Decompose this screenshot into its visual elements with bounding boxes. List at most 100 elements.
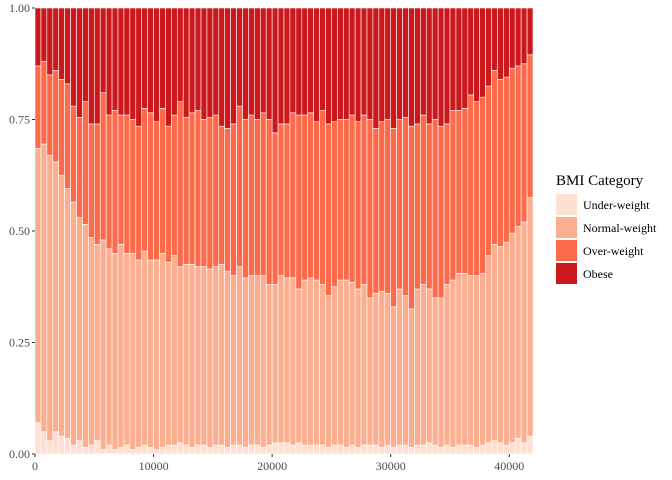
bar-over-weight-20: [153, 121, 160, 261]
bar-normal-weight-66: [425, 288, 433, 444]
x-axis: 0 10000 20000 30000 40000: [32, 454, 524, 473]
bar-normal-weight-33: [230, 275, 237, 446]
bar-obese-42: [283, 7, 291, 125]
bar-normal-weight-46: [307, 277, 314, 446]
bar-obese-30: [212, 7, 220, 116]
bar-under-weight-8: [82, 447, 89, 455]
bar-under-weight-73: [467, 444, 475, 455]
bar-obese-4: [58, 7, 65, 80]
bar-normal-weight-48: [319, 284, 326, 446]
bar-over-weight-60: [390, 128, 397, 308]
bar-normal-weight-13: [111, 253, 119, 450]
bar-obese-70: [449, 7, 457, 111]
bar-over-weight-21: [159, 108, 166, 254]
bar-over-weight-25: [182, 116, 190, 265]
bar-over-weight-26: [188, 112, 196, 265]
bar-normal-weight-51: [337, 279, 344, 446]
bar-obese-82: [520, 7, 528, 65]
bar-normal-weight-42: [283, 277, 291, 444]
bar-obese-0: [34, 7, 42, 67]
bar-under-weight-7: [76, 440, 83, 455]
bar-normal-weight-25: [182, 264, 190, 446]
bar-over-weight-40: [271, 132, 279, 285]
bar-obese-1: [40, 7, 48, 62]
bar-under-weight-64: [414, 444, 421, 455]
bar-normal-weight-77: [491, 244, 498, 441]
bar-under-weight-66: [425, 442, 433, 455]
bar-obese-45: [301, 7, 309, 116]
bar-over-weight-3: [52, 70, 60, 163]
bar-obese-29: [206, 7, 214, 118]
bar-normal-weight-76: [485, 255, 492, 444]
bar-over-weight-75: [479, 96, 486, 274]
bar-normal-weight-57: [372, 293, 380, 446]
bar-under-weight-33: [230, 444, 237, 455]
bar-normal-weight-69: [443, 284, 451, 446]
legend-label: Over-weight: [583, 244, 644, 258]
bar-under-weight-80: [508, 442, 516, 455]
bar-over-weight-5: [64, 83, 71, 189]
bar-under-weight-57: [372, 444, 380, 455]
bar-under-weight-51: [337, 444, 344, 455]
bar-obese-13: [111, 7, 119, 111]
bar-obese-76: [485, 7, 492, 87]
bar-under-weight-18: [141, 444, 148, 455]
bar-normal-weight-41: [277, 275, 285, 444]
bar-over-weight-68: [437, 125, 445, 299]
bar-over-weight-44: [295, 114, 303, 290]
bar-under-weight-30: [212, 444, 220, 455]
bar-over-weight-6: [70, 105, 77, 203]
bar-obese-48: [319, 7, 326, 111]
legend-label: Obese: [583, 267, 613, 281]
bar-normal-weight-22: [165, 261, 172, 446]
bar-obese-19: [147, 7, 154, 114]
bar-over-weight-32: [224, 128, 231, 272]
bar-over-weight-55: [360, 114, 368, 285]
bar-over-weight-27: [194, 110, 202, 267]
bar-obese-51: [337, 7, 344, 120]
bar-over-weight-52: [342, 119, 350, 281]
bar-under-weight-35: [242, 447, 249, 455]
bar-under-weight-6: [70, 444, 77, 455]
bar-under-weight-4: [58, 435, 65, 455]
bar-normal-weight-81: [514, 226, 522, 439]
bar-normal-weight-14: [117, 244, 125, 448]
bar-over-weight-30: [212, 114, 220, 267]
bar-obese-49: [325, 7, 332, 125]
bar-over-weight-11: [99, 92, 107, 241]
bar-under-weight-77: [491, 440, 498, 455]
bar-normal-weight-29: [206, 268, 214, 448]
bar-under-weight-48: [319, 444, 326, 455]
bar-obese-65: [420, 7, 427, 116]
bar-obese-41: [277, 7, 285, 125]
bar-over-weight-57: [372, 128, 380, 294]
bar-under-weight-24: [176, 442, 184, 455]
y-axis: 0.00 0.25 0.50 0.75 1.00: [9, 1, 35, 461]
bar-normal-weight-9: [88, 237, 95, 446]
bar-over-weight-36: [248, 114, 255, 276]
bar-over-weight-4: [58, 79, 65, 176]
bar-normal-weight-31: [218, 264, 226, 446]
bar-obese-53: [348, 7, 356, 116]
bar-obese-64: [414, 7, 421, 125]
bar-over-weight-28: [200, 119, 208, 267]
legend-key-under-weight: [556, 194, 577, 215]
bar-under-weight-39: [265, 444, 273, 455]
bar-under-weight-75: [479, 444, 486, 455]
bar-obese-60: [390, 7, 397, 129]
bar-under-weight-56: [366, 444, 374, 455]
bar-over-weight-78: [497, 79, 504, 247]
bar-over-weight-31: [218, 125, 226, 265]
bar-under-weight-68: [437, 447, 445, 455]
bar-under-weight-36: [248, 444, 255, 455]
bar-obese-35: [242, 7, 249, 120]
bar-obese-34: [236, 7, 243, 107]
bar-under-weight-21: [159, 447, 166, 455]
bar-normal-weight-72: [461, 273, 469, 446]
bar-normal-weight-3: [52, 161, 60, 432]
bar-obese-18: [141, 7, 148, 109]
bar-normal-weight-39: [265, 284, 273, 446]
bar-normal-weight-49: [325, 295, 332, 448]
bar-normal-weight-59: [384, 293, 392, 446]
